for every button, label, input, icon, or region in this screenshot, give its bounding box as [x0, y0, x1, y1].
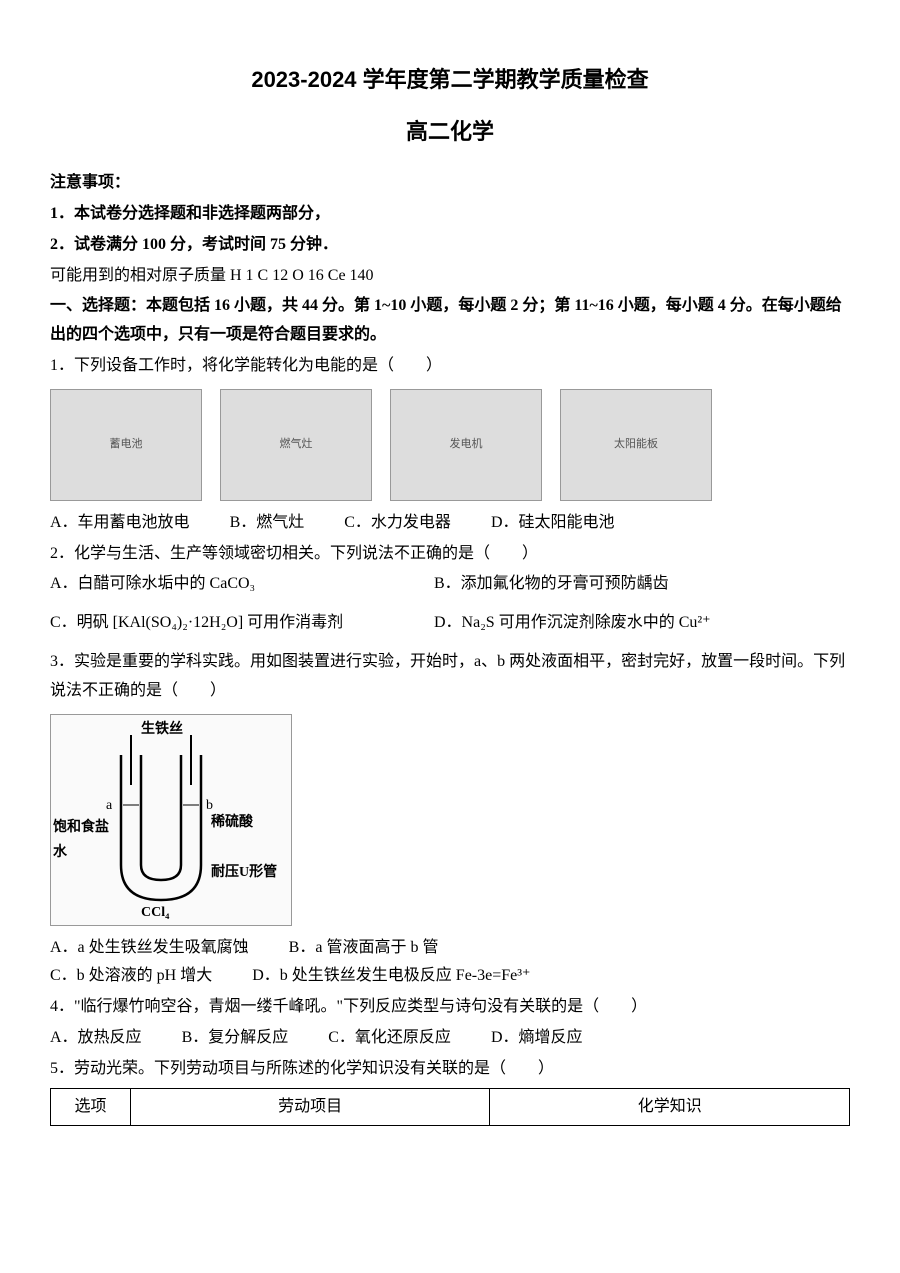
- q4-opt-c: C．氧化还原反应: [328, 1024, 451, 1053]
- q3-options-row2: C．b 处溶液的 pH 增大 D．b 处生铁丝发生电极反应 Fe-3e=Fe³⁺: [50, 962, 850, 991]
- q3-options-row1: A．a 处生铁丝发生吸氧腐蚀 B．a 管液面高于 b 管: [50, 934, 850, 963]
- q4-opt-d: D．熵增反应: [491, 1024, 583, 1053]
- q4-opt-a: A．放热反应: [50, 1024, 142, 1053]
- section1-header: 一、选择题：本题包括 16 小题，共 44 分。第 1~10 小题，每小题 2 …: [50, 292, 850, 350]
- q5-stem: 5．劳动光荣。下列劳动项目与所陈述的化学知识没有关联的是（ ）: [50, 1055, 850, 1084]
- notes-item-2: 2．试卷满分 100 分，考试时间 75 分钟．: [50, 231, 850, 260]
- dia-lbl-left: 饱和食盐水: [53, 815, 113, 865]
- main-title: 2023-2024 学年度第二学期教学质量检查: [50, 60, 850, 100]
- q3-stem: 3．实验是重要的学科实践。用如图装置进行实验，开始时，a、b 两处液面相平，密封…: [50, 648, 850, 706]
- q1-opt-d: D．硅太阳能电池: [491, 509, 615, 538]
- q4-options: A．放热反应 B．复分解反应 C．氧化还原反应 D．熵增反应: [50, 1024, 850, 1053]
- q5-table: 选项 劳动项目 化学知识: [50, 1088, 850, 1127]
- dia-lbl-bottom: CCl₄: [141, 900, 169, 925]
- sub-title: 高二化学: [50, 112, 850, 152]
- q1-image-row: 蓄电池 燃气灶 发电机 太阳能板: [50, 389, 850, 501]
- q5-th-project: 劳动项目: [130, 1088, 490, 1126]
- dia-lbl-top: 生铁丝: [141, 717, 183, 742]
- q3-opt-c: C．b 处溶液的 pH 增大: [50, 962, 212, 991]
- q5-table-header-row: 选项 劳动项目 化学知识: [51, 1088, 850, 1126]
- dia-lbl-right2: 耐压U形管: [211, 860, 281, 885]
- q1-opt-c: C．水力发电器: [344, 509, 451, 538]
- q2-options-row1: A．白醋可除水垢中的 CaCO₃ B．添加氟化物的牙膏可预防龋齿: [50, 570, 850, 599]
- q2-opt-a: A．白醋可除水垢中的 CaCO₃: [50, 570, 434, 599]
- q3-opt-b: B．a 管液面高于 b 管: [289, 934, 439, 963]
- q1-image-b: 燃气灶: [220, 389, 372, 501]
- q2-opt-c: C．明矾 [KAl(SO₄)₂·12H₂O] 可用作消毒剂: [50, 609, 434, 638]
- q1-opt-b: B．燃气灶: [230, 509, 305, 538]
- q5-th-option: 选项: [51, 1088, 131, 1126]
- q3-opt-d: D．b 处生铁丝发生电极反应 Fe-3e=Fe³⁺: [252, 962, 530, 991]
- dia-lbl-right1: 稀硫酸: [211, 810, 253, 835]
- q1-image-a: 蓄电池: [50, 389, 202, 501]
- q2-opt-b: B．添加氟化物的牙膏可预防龋齿: [434, 570, 818, 599]
- q1-stem: 1．下列设备工作时，将化学能转化为电能的是（ ）: [50, 352, 850, 381]
- notes-item-1: 1．本试卷分选择题和非选择题两部分，: [50, 200, 850, 229]
- q3-diagram: 生铁丝 a b 饱和食盐水 稀硫酸 耐压U形管 CCl₄: [50, 714, 292, 926]
- q2-options-row2: C．明矾 [KAl(SO₄)₂·12H₂O] 可用作消毒剂 D．Na₂S 可用作…: [50, 609, 850, 638]
- q4-opt-b: B．复分解反应: [182, 1024, 289, 1053]
- q1-options: A．车用蓄电池放电 B．燃气灶 C．水力发电器 D．硅太阳能电池: [50, 509, 850, 538]
- q1-image-c: 发电机: [390, 389, 542, 501]
- q3-opt-a: A．a 处生铁丝发生吸氧腐蚀: [50, 934, 249, 963]
- atomic-mass-line: 可能用到的相对原子质量 H 1 C 12 O 16 Ce 140: [50, 262, 850, 291]
- q4-stem: 4．"临行爆竹响空谷，青烟一缕千峰吼。"下列反应类型与诗句没有关联的是（ ）: [50, 993, 850, 1022]
- q1-image-d: 太阳能板: [560, 389, 712, 501]
- q5-th-knowledge: 化学知识: [490, 1088, 850, 1126]
- q2-opt-d: D．Na₂S 可用作沉淀剂除废水中的 Cu²⁺: [434, 609, 818, 638]
- q2-stem: 2．化学与生活、生产等领域密切相关。下列说法不正确的是（ ）: [50, 540, 850, 569]
- q1-opt-a: A．车用蓄电池放电: [50, 509, 190, 538]
- notes-heading: 注意事项：: [50, 169, 850, 198]
